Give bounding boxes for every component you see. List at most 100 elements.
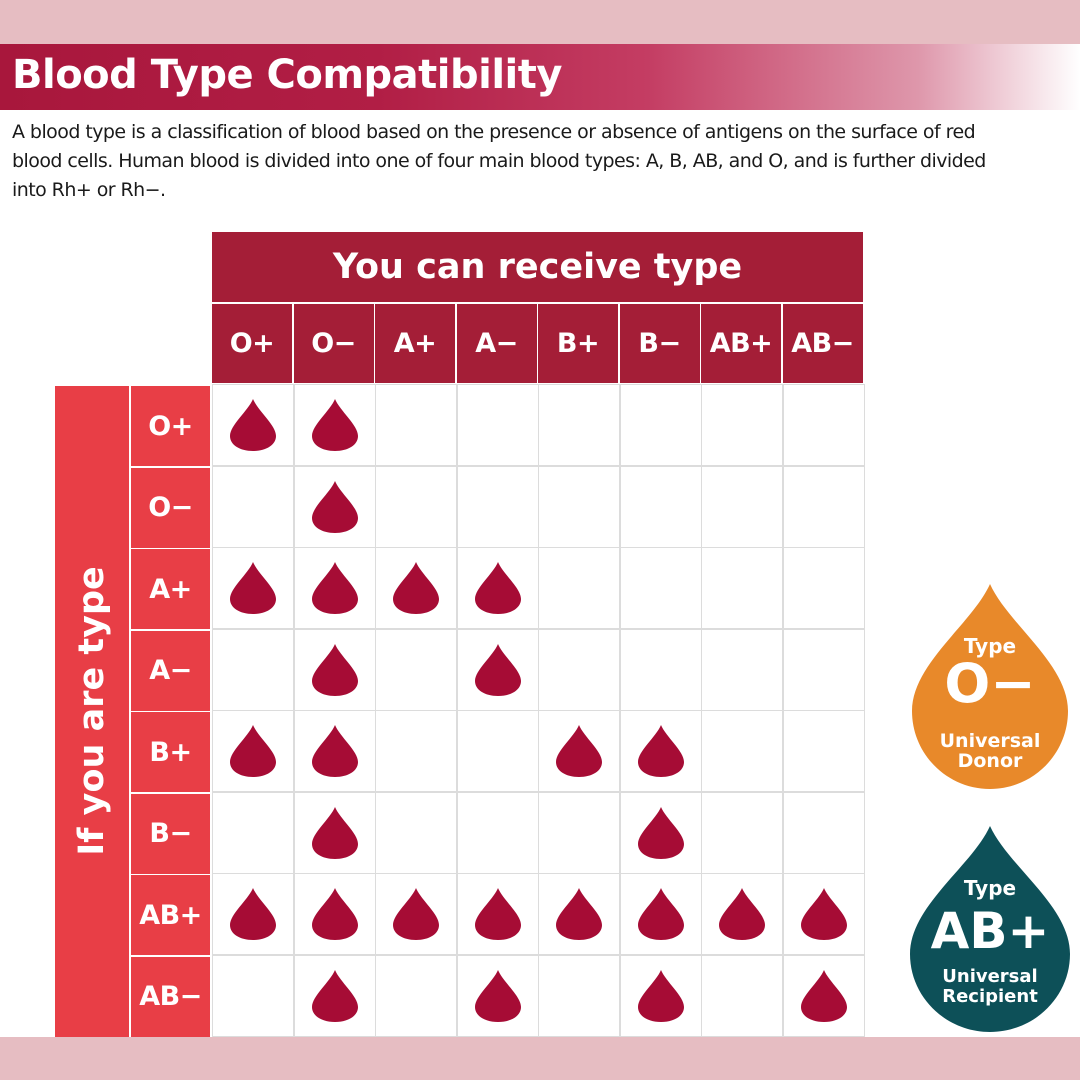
column-header: A− bbox=[456, 304, 537, 383]
matrix-cell bbox=[782, 873, 865, 955]
matrix-cell bbox=[293, 384, 376, 466]
blood-drop-icon bbox=[311, 969, 358, 1022]
recipient-badge-type: AB+ bbox=[930, 902, 1050, 960]
column-header: O+ bbox=[212, 304, 292, 383]
matrix-cell bbox=[375, 465, 457, 548]
matrix-cell bbox=[456, 547, 539, 629]
matrix-cell bbox=[782, 791, 865, 874]
blood-drop-icon bbox=[311, 562, 358, 614]
blood-drop-icon bbox=[556, 888, 602, 940]
blood-drop-icon bbox=[556, 725, 602, 777]
matrix-cell bbox=[212, 791, 294, 874]
title-bar bbox=[0, 44, 1080, 110]
blood-drop-icon bbox=[311, 643, 358, 696]
blood-drop-icon bbox=[230, 725, 276, 777]
intro-paragraph: A blood type is a classification of bloo… bbox=[12, 121, 986, 201]
matrix-cell bbox=[619, 628, 702, 711]
rows-header-banner bbox=[55, 386, 129, 1037]
blood-drop-icon bbox=[637, 888, 684, 940]
matrix-cell bbox=[212, 628, 294, 711]
recipient-drop-icon bbox=[910, 826, 1070, 1032]
recipient-badge-line2: Recipient bbox=[942, 986, 1038, 1007]
blood-drop-icon bbox=[311, 806, 358, 859]
matrix-cell bbox=[212, 547, 294, 629]
column-header: B+ bbox=[538, 304, 618, 383]
matrix-cell bbox=[782, 465, 865, 548]
blood-drop-icon bbox=[311, 888, 358, 940]
matrix-cell bbox=[619, 873, 702, 955]
matrix-cell bbox=[375, 628, 457, 711]
matrix-cell bbox=[538, 710, 620, 792]
column-header: AB+ bbox=[701, 304, 781, 383]
matrix-cell bbox=[619, 791, 702, 874]
matrix-cell bbox=[619, 954, 702, 1037]
blood-drop-icon bbox=[311, 480, 358, 533]
matrix-cell bbox=[701, 954, 783, 1037]
column-header: B− bbox=[619, 304, 700, 383]
matrix-cell bbox=[619, 710, 702, 792]
blood-drop-icon bbox=[230, 888, 276, 940]
donor-badge-label: Type bbox=[963, 634, 1017, 658]
matrix-cell bbox=[619, 384, 702, 466]
matrix-cell bbox=[375, 547, 457, 629]
donor-badge-type: O− bbox=[944, 652, 1036, 715]
matrix-cell bbox=[701, 791, 783, 874]
matrix-cell bbox=[293, 954, 376, 1037]
row-header: A− bbox=[131, 630, 210, 711]
matrix-cell bbox=[782, 954, 865, 1037]
matrix-cell bbox=[212, 710, 294, 792]
matrix-cell bbox=[619, 547, 702, 629]
matrix-cell bbox=[701, 547, 783, 629]
matrix-cell bbox=[456, 710, 539, 792]
row-header: B− bbox=[131, 793, 210, 874]
matrix-cell bbox=[782, 384, 865, 466]
matrix-cell bbox=[375, 384, 457, 466]
column-header: O− bbox=[293, 304, 374, 383]
top-band bbox=[0, 0, 1080, 44]
matrix-cell bbox=[701, 710, 783, 792]
donor-badge-line2: Donor bbox=[957, 750, 1023, 772]
matrix-cell bbox=[456, 791, 539, 874]
columns-header: You can receive type bbox=[212, 232, 863, 302]
matrix-cell bbox=[375, 710, 457, 792]
page-title: Blood Type Compatibility bbox=[12, 52, 562, 98]
matrix-cell bbox=[782, 628, 865, 711]
recipient-badge-line1: Universal bbox=[942, 966, 1038, 987]
column-header: AB− bbox=[782, 304, 863, 383]
blood-drop-icon bbox=[393, 562, 439, 614]
universal-donor-badge: Type O− Universal Donor bbox=[912, 584, 1068, 789]
matrix-cell bbox=[456, 384, 539, 466]
row-header: AB+ bbox=[131, 875, 210, 955]
row-header: A+ bbox=[131, 549, 210, 629]
matrix-cell bbox=[701, 873, 783, 955]
matrix-cell bbox=[212, 465, 294, 548]
matrix-cell bbox=[456, 628, 539, 711]
matrix-cell bbox=[375, 954, 457, 1037]
blood-drop-icon bbox=[230, 399, 276, 451]
row-header: O+ bbox=[131, 386, 210, 466]
row-header: AB− bbox=[131, 956, 210, 1037]
matrix-cell bbox=[538, 791, 620, 874]
matrix-cell bbox=[701, 465, 783, 548]
matrix-cell bbox=[375, 873, 457, 955]
blood-drop-icon bbox=[637, 806, 684, 859]
matrix-cell bbox=[293, 710, 376, 792]
matrix-cell bbox=[293, 791, 376, 874]
matrix-cell bbox=[538, 628, 620, 711]
donor-badge-line1: Universal bbox=[939, 730, 1041, 752]
matrix-cell bbox=[619, 465, 702, 548]
matrix-cell bbox=[782, 710, 865, 792]
matrix-cell bbox=[538, 547, 620, 629]
universal-recipient-badge: Type AB+ Universal Recipient bbox=[910, 826, 1070, 1032]
matrix-cell bbox=[782, 547, 865, 629]
matrix-cell bbox=[701, 384, 783, 466]
recipient-badge-label: Type bbox=[963, 876, 1017, 900]
matrix-cell bbox=[538, 384, 620, 466]
bottom-band bbox=[0, 1037, 1080, 1080]
matrix-cell bbox=[538, 954, 620, 1037]
matrix-cell bbox=[212, 384, 294, 466]
blood-drop-icon bbox=[637, 969, 684, 1022]
matrix-cell bbox=[212, 873, 294, 955]
blood-drop-icon bbox=[393, 888, 439, 940]
blood-drop-icon bbox=[474, 888, 521, 940]
